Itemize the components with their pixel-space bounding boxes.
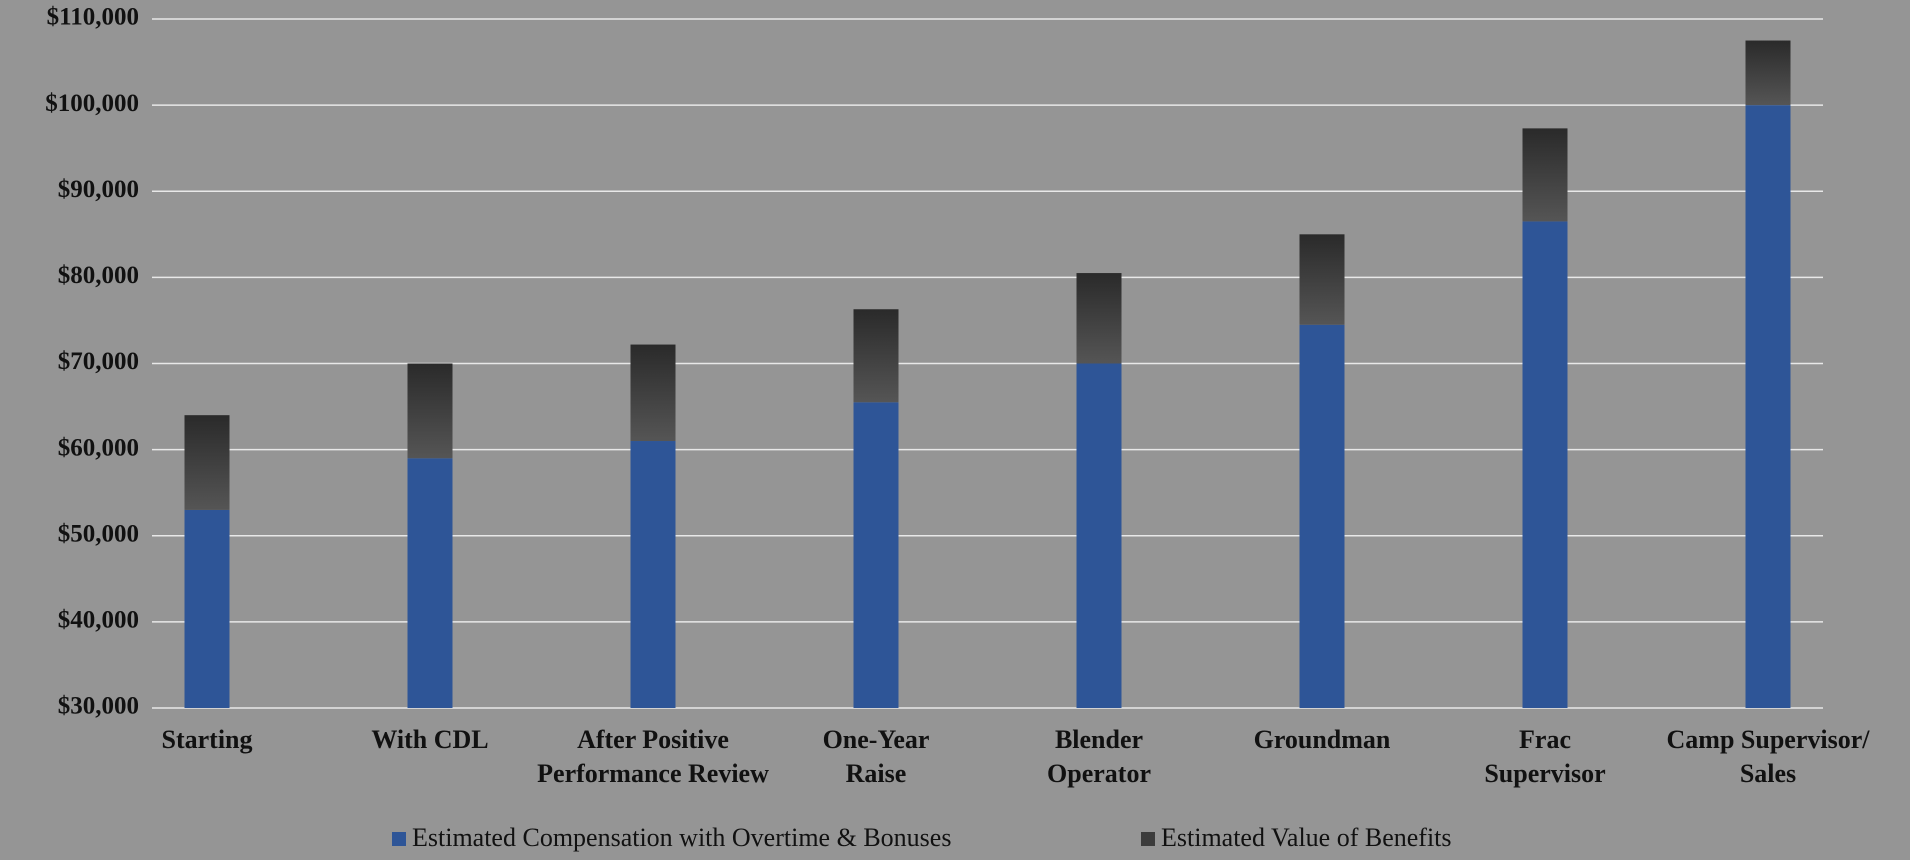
x-tick-label: Starting [162,725,253,754]
y-tick-label: $50,000 [58,520,139,547]
x-tick-label: Frac [1519,725,1571,754]
bar-segment [1299,234,1345,325]
x-tick-label: Sales [1740,759,1796,788]
x-tick-label: Camp Supervisor/ [1667,725,1871,754]
bar-segment [1076,363,1122,708]
bar-segment [1522,128,1568,222]
bar-segment [1299,324,1345,708]
bar-segment [1745,40,1791,106]
x-tick-label: Raise [846,759,907,788]
bar-segment [407,363,453,459]
bar-segment [184,415,230,510]
bar-segment [853,402,899,708]
y-tick-label: $80,000 [58,262,139,289]
x-tick-label: Operator [1047,759,1151,788]
legend-label: Estimated Value of Benefits [1161,823,1452,852]
legend-label: Estimated Compensation with Overtime & B… [412,823,951,852]
x-tick-label: Supervisor [1484,759,1605,788]
x-tick-label: Performance Review [537,759,769,788]
x-tick-label: Groundman [1254,725,1391,754]
x-tick-label: Blender [1055,725,1143,754]
y-tick-label: $60,000 [58,434,139,461]
bar-segment [1745,105,1791,708]
y-tick-label: $40,000 [58,607,139,634]
bar-segment [407,458,453,708]
bar-segment [630,441,676,708]
legend-swatch [392,832,406,846]
x-tick-label: After Positive [577,725,729,754]
legend-swatch [1141,832,1155,846]
bar-segment [1522,221,1568,709]
x-tick-label: One-Year [823,725,930,754]
bar-segment [853,309,899,403]
y-tick-label: $90,000 [58,176,139,203]
y-tick-label: $100,000 [45,90,139,117]
y-tick-label: $110,000 [47,4,139,31]
bar-segment [630,344,676,442]
x-tick-label: With CDL [371,725,488,754]
bar-segment [184,509,230,708]
bar-segment [1076,273,1122,364]
y-tick-label: $70,000 [58,348,139,375]
y-tick-label: $30,000 [58,693,139,720]
